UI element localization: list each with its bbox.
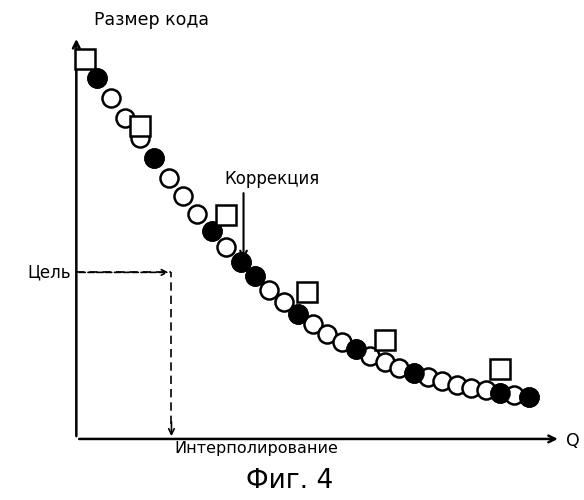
Text: Q: Q [566, 432, 580, 450]
Text: Размер кода: Размер кода [93, 10, 208, 29]
Text: Цель: Цель [27, 264, 71, 281]
Text: Коррекция: Коррекция [225, 170, 320, 188]
Text: Интерполирование: Интерполирование [175, 442, 338, 456]
Text: Фиг. 4: Фиг. 4 [246, 468, 333, 493]
